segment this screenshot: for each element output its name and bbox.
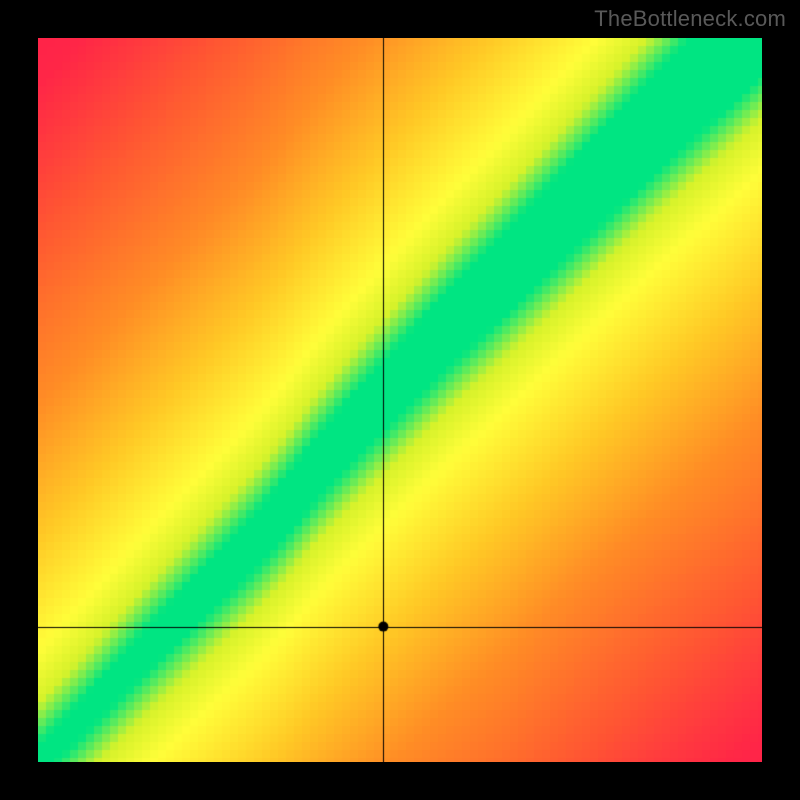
bottleneck-chart-container: { "watermark": { "text": "TheBottleneck.…: [0, 0, 800, 800]
bottleneck-heatmap-canvas: [38, 38, 762, 762]
watermark-text: TheBottleneck.com: [594, 6, 786, 32]
